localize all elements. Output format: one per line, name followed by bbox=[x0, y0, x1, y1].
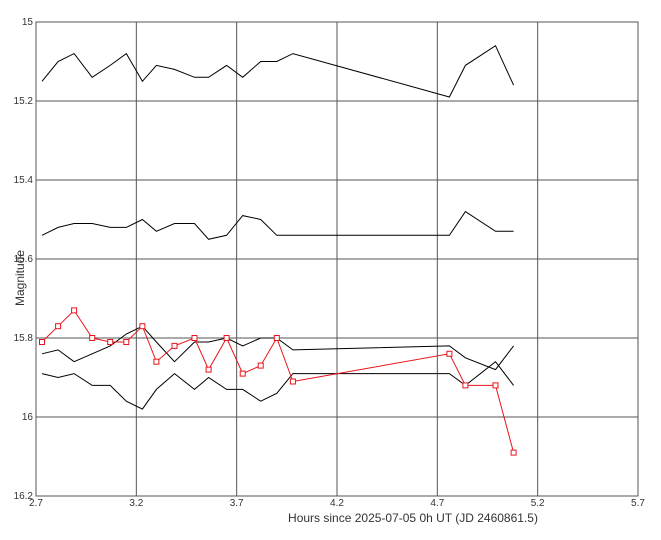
series-5-point bbox=[257, 362, 264, 369]
y-tick-label: 16.2 bbox=[14, 491, 34, 502]
series-5-point bbox=[123, 339, 130, 345]
series-5-point bbox=[55, 323, 62, 330]
grid bbox=[35, 21, 639, 497]
series-layer bbox=[39, 44, 517, 456]
y-tick-label: 15.8 bbox=[14, 333, 34, 344]
x-tick-label: 3.7 bbox=[230, 498, 244, 509]
series-5-point bbox=[139, 323, 146, 330]
series-4-line bbox=[41, 360, 514, 410]
x-tick-label: 2.7 bbox=[29, 498, 43, 509]
series-5-point bbox=[446, 350, 453, 357]
x-tick-label: 4.7 bbox=[430, 498, 444, 509]
x-tick-label: 3.2 bbox=[129, 498, 143, 509]
y-tick-label: 15.2 bbox=[14, 96, 34, 107]
series-5-point bbox=[223, 335, 230, 341]
series-5-point bbox=[239, 370, 246, 377]
series-5-point bbox=[153, 358, 160, 365]
series-5-point bbox=[273, 335, 280, 341]
y-tick-label: 15.6 bbox=[14, 254, 34, 265]
series-5-point bbox=[289, 378, 296, 385]
x-tick-label: 5.2 bbox=[531, 498, 545, 509]
series-5-point bbox=[191, 335, 198, 341]
x-axis-label: Hours since 2025-07-05 0h UT (JD 2460861… bbox=[288, 511, 538, 525]
series-2-line bbox=[41, 210, 514, 240]
x-tick-label: 5.7 bbox=[631, 498, 645, 509]
series-5-point bbox=[205, 366, 212, 373]
tick-labels: 2.7 3.2 3.7 4.2 4.7 5.2 5.7 15 15.2 15.4 15.6 15.8 1… bbox=[14, 17, 646, 509]
series-5-point bbox=[510, 449, 517, 456]
y-axis-label: Magnitude bbox=[13, 250, 27, 306]
series-5-point bbox=[89, 335, 96, 341]
y-tick-label: 16 bbox=[22, 412, 34, 423]
series-5-point bbox=[107, 339, 114, 345]
x-tick-label: 4.2 bbox=[330, 498, 344, 509]
series-5-point bbox=[171, 342, 178, 349]
series-5-point bbox=[71, 307, 78, 314]
series-5-line bbox=[41, 309, 515, 453]
series-5-point bbox=[492, 382, 499, 389]
series-3-line bbox=[41, 325, 514, 371]
series-5-point bbox=[462, 382, 469, 389]
series-5-point bbox=[39, 339, 45, 345]
y-tick-label: 15 bbox=[22, 17, 34, 28]
y-tick-label: 15.4 bbox=[14, 175, 34, 186]
series-1-line bbox=[41, 44, 515, 98]
